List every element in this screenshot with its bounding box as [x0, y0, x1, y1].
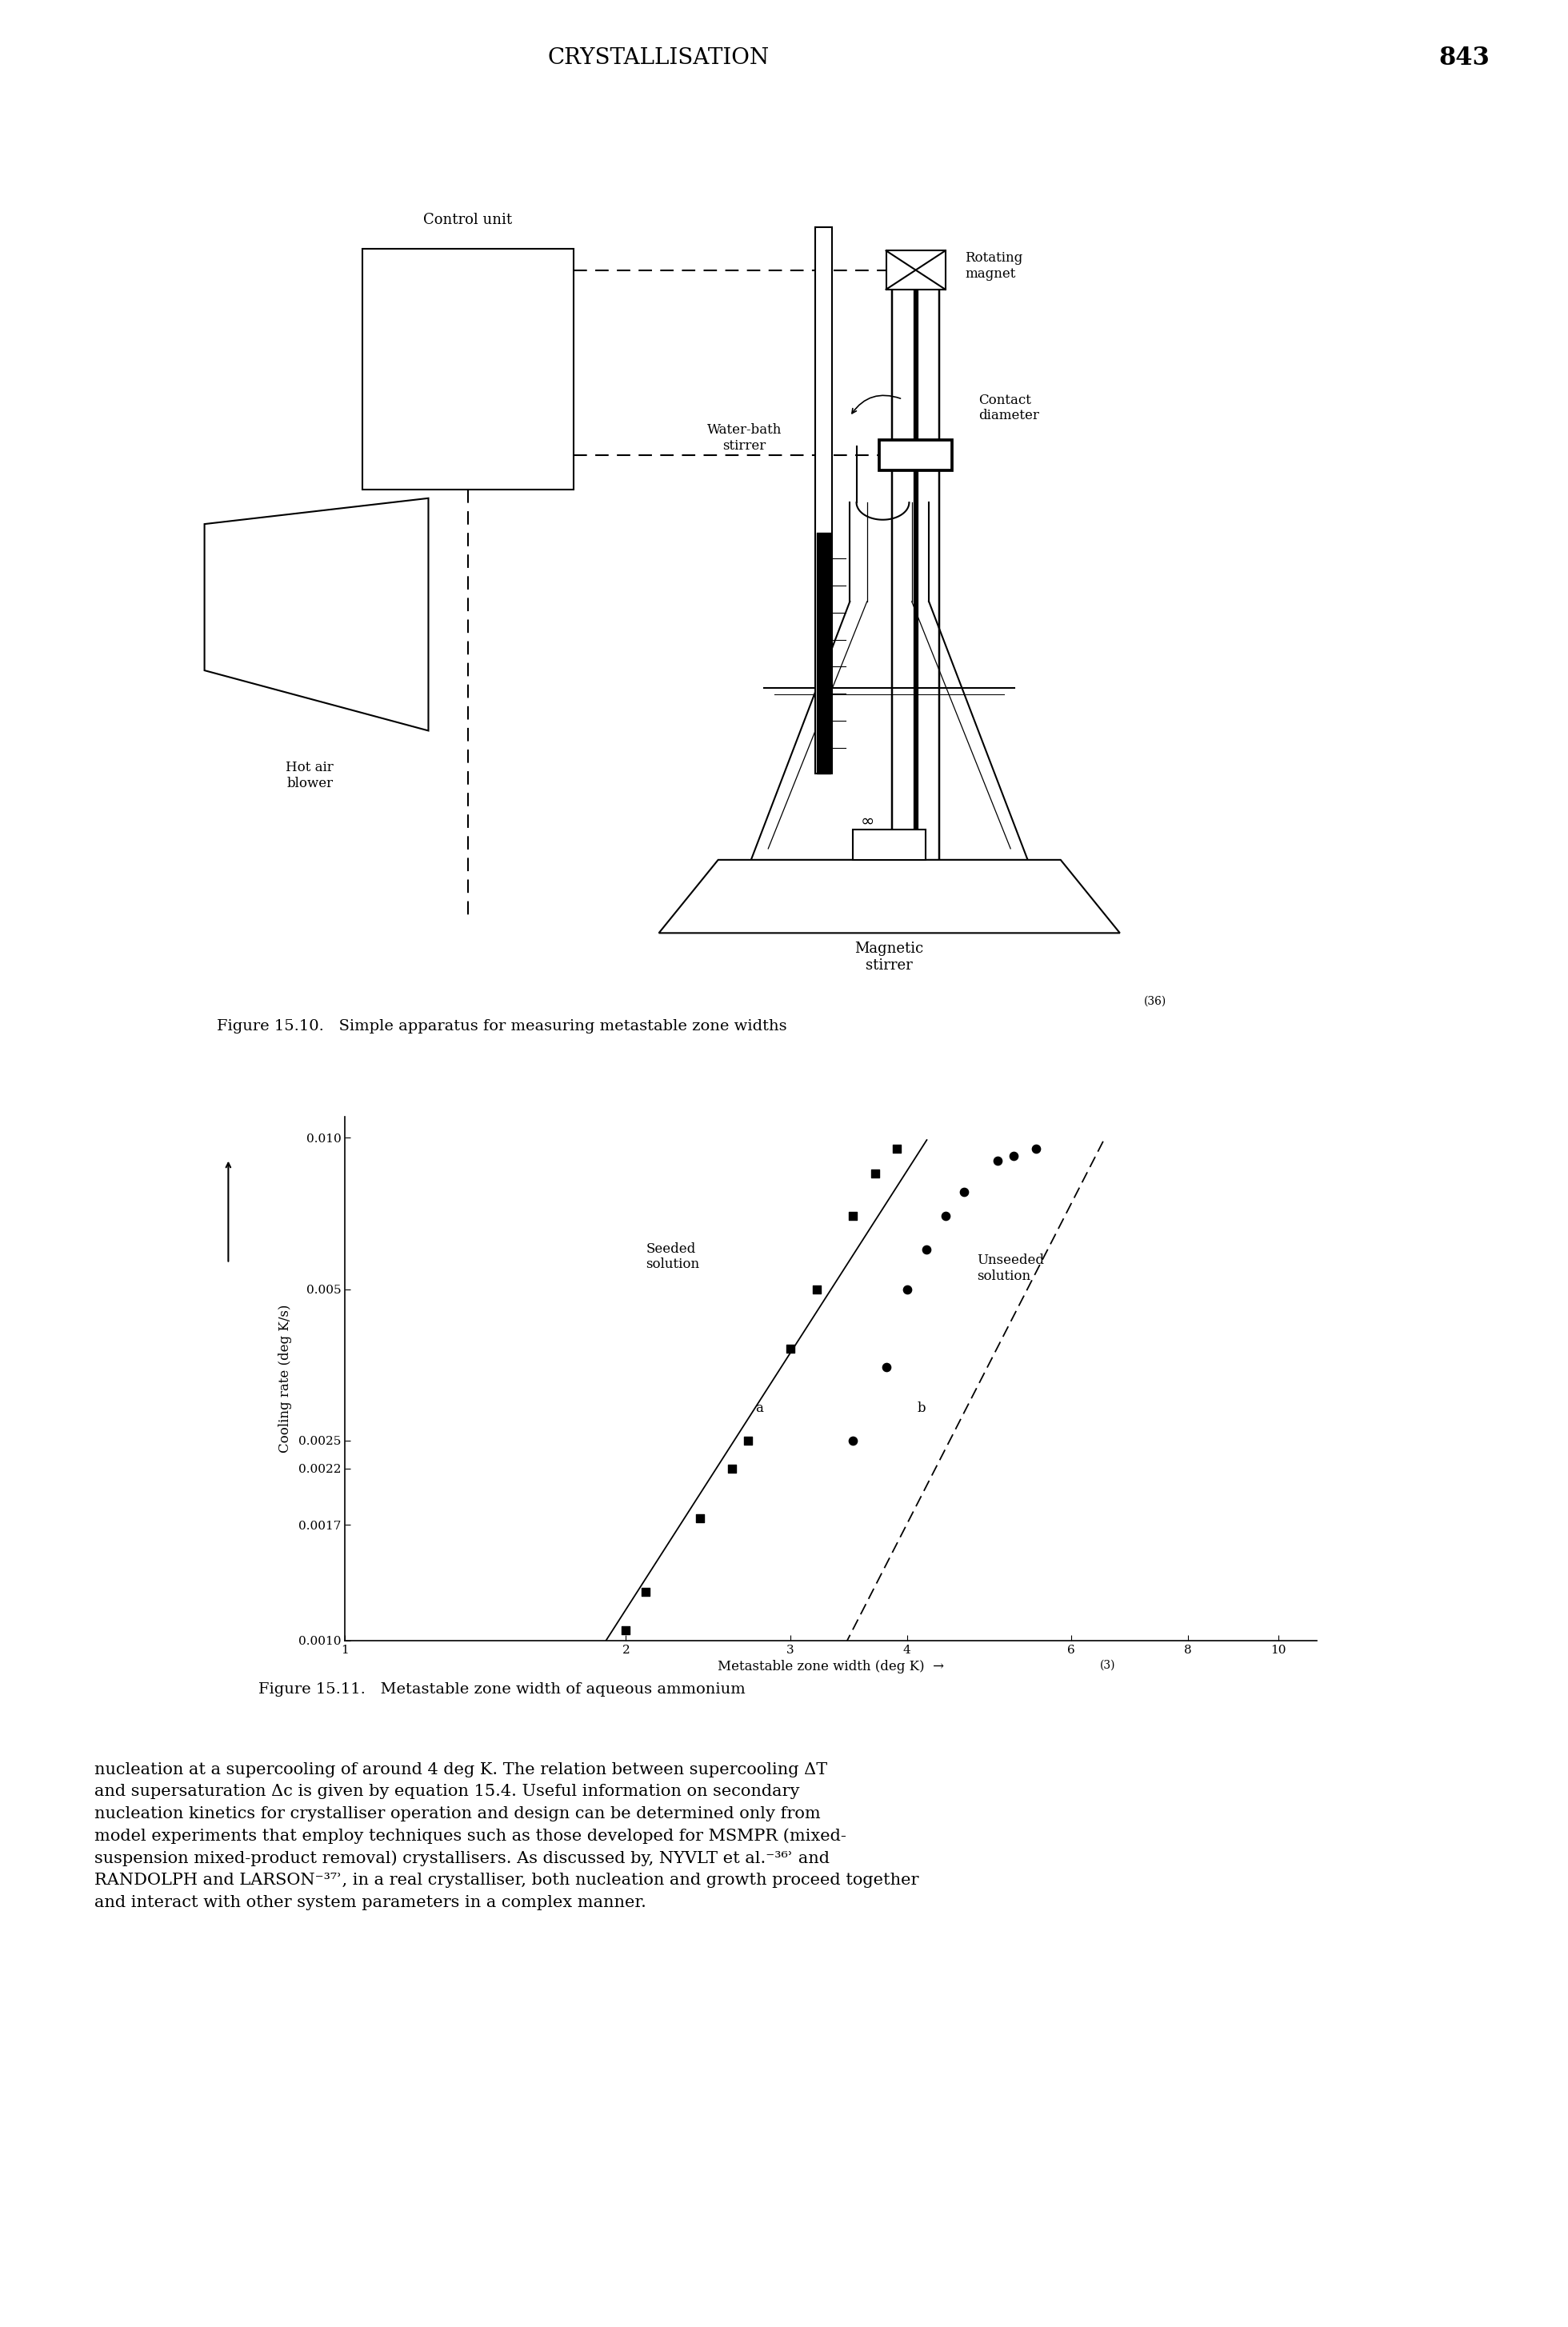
- Text: CRYSTALLISATION: CRYSTALLISATION: [547, 47, 770, 70]
- X-axis label: Metastable zone width (deg K)  →: Metastable zone width (deg K) →: [718, 1659, 944, 1673]
- Point: [804, 1271, 829, 1308]
- Text: Rotating
magnet: Rotating magnet: [964, 251, 1022, 279]
- Text: nucleation at a supercooling of around 4 deg K. The relation between supercoolin: nucleation at a supercooling of around 4…: [94, 1762, 919, 1910]
- Text: Contact
diameter: Contact diameter: [978, 393, 1040, 424]
- Point: [720, 1450, 745, 1487]
- Bar: [815, 228, 833, 773]
- Point: [914, 1231, 939, 1268]
- Point: [778, 1331, 803, 1368]
- Point: [840, 1422, 866, 1459]
- Text: Unseeded
solution: Unseeded solution: [977, 1254, 1044, 1282]
- Point: [840, 1196, 866, 1233]
- Text: Figure 15.10.   Simple apparatus for measuring metastable zone widths: Figure 15.10. Simple apparatus for measu…: [216, 1019, 787, 1033]
- Point: [735, 1422, 760, 1459]
- Text: Magnetic
stirrer: Magnetic stirrer: [855, 942, 924, 973]
- Point: [894, 1271, 919, 1308]
- Text: Seeded
solution: Seeded solution: [646, 1243, 699, 1271]
- Point: [633, 1573, 659, 1610]
- Text: 843: 843: [1438, 47, 1490, 70]
- Bar: [886, 251, 946, 289]
- Text: Figure 15.11.   Metastable zone width of aqueous ammonium: Figure 15.11. Metastable zone width of a…: [259, 1682, 745, 1696]
- Text: Hot air
blower: Hot air blower: [285, 761, 334, 791]
- Bar: [880, 440, 952, 470]
- Point: [985, 1143, 1010, 1180]
- Bar: [853, 831, 925, 861]
- Text: Control unit: Control unit: [423, 212, 513, 228]
- Point: [687, 1499, 712, 1536]
- Point: [862, 1154, 887, 1191]
- Point: [873, 1347, 898, 1385]
- Text: Water-bath
stirrer: Water-bath stirrer: [707, 424, 782, 451]
- Point: [933, 1196, 958, 1233]
- Bar: [362, 249, 574, 489]
- Text: (36): (36): [1145, 996, 1167, 1008]
- Polygon shape: [204, 498, 428, 731]
- Point: [884, 1131, 909, 1168]
- Point: [1000, 1138, 1025, 1175]
- Polygon shape: [659, 861, 1120, 933]
- Point: [1024, 1131, 1049, 1168]
- Text: ∞: ∞: [861, 812, 875, 828]
- Text: a: a: [756, 1401, 764, 1415]
- Text: (3): (3): [1101, 1659, 1116, 1671]
- Text: b: b: [917, 1401, 925, 1415]
- Point: [613, 1610, 638, 1648]
- Y-axis label: Cooling rate (deg K/s): Cooling rate (deg K/s): [278, 1305, 292, 1452]
- Point: [952, 1173, 977, 1210]
